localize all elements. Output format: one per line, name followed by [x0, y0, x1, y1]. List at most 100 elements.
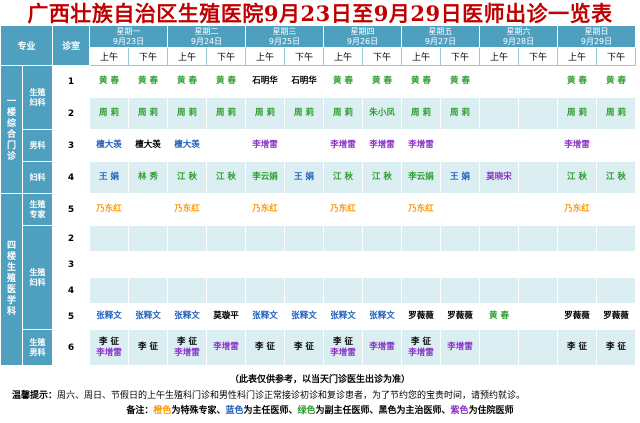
day-date: 9月28日	[502, 36, 535, 46]
doctor-cell: 李 征李增雷	[167, 329, 207, 366]
doctor-cell: 李增雷	[440, 329, 480, 366]
pm-header: 下午	[128, 47, 168, 66]
doctor-cell: 周 莉	[440, 97, 480, 130]
room-number: 3	[52, 129, 90, 162]
specialty-label: 生殖男科	[22, 329, 53, 366]
doctor-cell: 李云娟	[401, 161, 441, 194]
doctor-cell	[596, 277, 636, 304]
doctor-name: 黄 春	[489, 311, 509, 321]
doctor-name: 石明华	[291, 76, 317, 86]
doctor-cell: 罗薇薇	[401, 303, 441, 330]
doctor-cell	[518, 193, 558, 226]
doctor-name: 乃东红	[564, 204, 590, 214]
doctor-cell: 黄 春	[440, 65, 480, 98]
doctor-name: 乃东红	[96, 204, 122, 214]
doctor-name: 周 莉	[450, 108, 470, 118]
doctor-cell: 张释文	[167, 303, 207, 330]
doctor-name: 周 莉	[411, 108, 431, 118]
doctor-cell: 黄 春	[206, 65, 246, 98]
doctor-cell: 林 秀	[128, 161, 168, 194]
legend-color-word: 蓝色	[225, 406, 244, 416]
doctor-name: 乃东红	[330, 204, 356, 214]
schedule-row: 四楼生殖医学科 生殖专家 5 乃东红 乃东红 乃东红 乃东红 乃东红 乃东红	[0, 193, 636, 366]
doctor-cell: 周 莉	[206, 97, 246, 130]
doctor-name: 李增雷	[174, 347, 200, 358]
pm-header: 下午	[284, 47, 324, 66]
doctor-cell: 江 秋	[206, 161, 246, 194]
legend-description: 为主任医师、	[243, 406, 298, 416]
doctor-name: 乃东红	[408, 204, 434, 214]
schedule-row: 2 周 莉 周 莉 周 莉 周 莉 周 莉 周 莉 周 莉 朱小凤 周 莉 周 莉 周 莉 周 莉	[1, 97, 636, 130]
doctor-cell	[206, 129, 246, 162]
doctor-cell: 黄 春	[479, 303, 519, 330]
doctor-cell	[518, 97, 558, 130]
doctor-cell	[596, 251, 636, 278]
doctor-name: 李增雷	[447, 342, 473, 352]
doctor-cell: 李云娟	[245, 161, 285, 194]
doctor-cell	[362, 277, 402, 304]
doctor-name: 乃东红	[174, 204, 200, 214]
am-header: 上午	[479, 47, 519, 66]
doctor-cell	[596, 225, 636, 252]
legend-color-word: 紫色	[450, 406, 469, 416]
doctor-cell	[479, 225, 519, 252]
room-number: 2	[52, 225, 90, 252]
doctor-cell: 黄 春	[89, 65, 129, 98]
day-weekday: 星期五	[428, 26, 453, 36]
doctor-name: 江 秋	[333, 172, 353, 182]
doctor-name: 李增雷	[330, 140, 356, 150]
doctor-cell: 乃东红	[323, 193, 363, 226]
doctor-name: 李 征	[177, 336, 197, 347]
doctor-cell: 黄 春	[401, 65, 441, 98]
doctor-cell	[284, 251, 324, 278]
room-number: 1	[52, 65, 90, 98]
doctor-name: 张释文	[252, 311, 278, 321]
am-header: 上午	[401, 47, 441, 66]
doctor-cell: 乃东红	[245, 193, 285, 226]
legend-description: 为主治医师、	[396, 406, 451, 416]
doctor-cell	[362, 225, 402, 252]
doctor-name: 李增雷	[408, 140, 434, 150]
doctor-cell: 江 秋	[323, 161, 363, 194]
legend-description: 为住院医师	[468, 406, 514, 416]
doctor-cell	[440, 193, 480, 226]
doctor-cell: 李 征李增雷	[89, 329, 129, 366]
doctor-name: 李增雷	[252, 140, 278, 150]
page-title: 广西壮族自治区生殖医院9月23日至9月29日医师出诊一览表	[27, 1, 613, 26]
doctor-name: 李 征	[411, 336, 431, 347]
doctor-name: 张释文	[330, 311, 356, 321]
doctor-name: 李增雷	[330, 347, 356, 358]
doctor-cell	[440, 277, 480, 304]
doctor-cell	[596, 193, 636, 226]
doctor-cell	[167, 251, 207, 278]
doctor-cell	[479, 329, 519, 366]
room-number: 4	[52, 277, 90, 304]
color-legend: 备注：橙色为特殊专家、蓝色为主任医师、绿色为副主任医师、黑色为主治医师、紫色为住…	[0, 404, 640, 418]
doctor-cell: 周 莉	[323, 97, 363, 130]
doctor-cell: 李 征	[128, 329, 168, 366]
department-group: 一楼综合门诊	[0, 65, 23, 194]
day-weekday: 星期三	[272, 26, 297, 36]
day-date: 9月29日	[580, 36, 613, 46]
doctor-name: 周 莉	[99, 108, 119, 118]
doctor-cell: 张释文	[323, 303, 363, 330]
doctor-cell: 石明华	[284, 65, 324, 98]
day-weekday: 星期四	[350, 26, 375, 36]
doctor-cell	[479, 277, 519, 304]
doctor-cell	[440, 225, 480, 252]
doctor-cell: 张释文	[245, 303, 285, 330]
doctor-name: 李 征	[255, 342, 275, 352]
doctor-name: 周 莉	[138, 108, 158, 118]
doctor-name: 李云娟	[252, 172, 278, 182]
doctor-name: 林 秀	[138, 172, 158, 182]
doctor-name: 张释文	[291, 311, 317, 321]
doctor-name: 李增雷	[213, 342, 239, 352]
doctor-name: 李增雷	[369, 140, 395, 150]
doctor-cell	[557, 225, 597, 252]
doctor-name: 周 莉	[216, 108, 236, 118]
am-header: 上午	[89, 47, 129, 66]
doctor-cell: 李增雷	[401, 129, 441, 162]
legend-description: 为副主任医师、	[315, 406, 379, 416]
doctor-cell: 罗薇薇	[596, 303, 636, 330]
doctor-cell: 莫晓宋	[479, 161, 519, 194]
